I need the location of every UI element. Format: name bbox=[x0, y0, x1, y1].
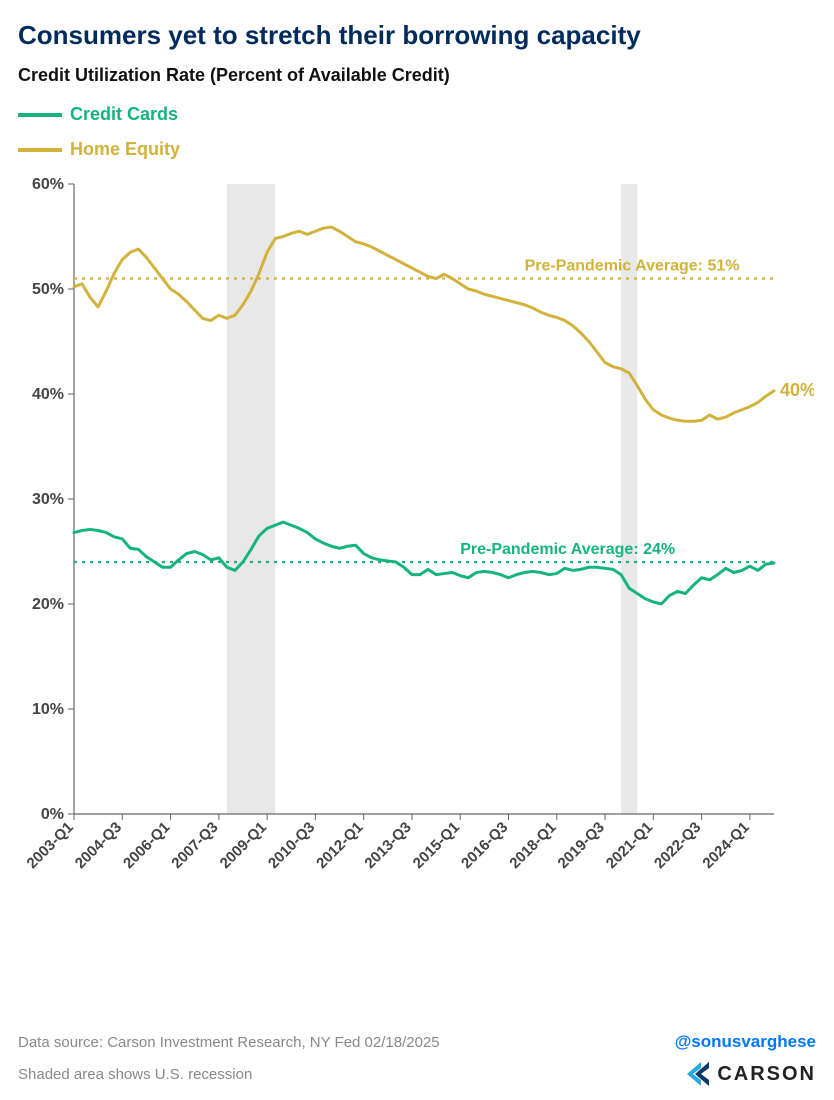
legend-label-home-equity: Home Equity bbox=[70, 139, 180, 160]
y-tick-label: 60% bbox=[32, 176, 64, 193]
x-tick-label: 2015-Q1 bbox=[410, 819, 463, 872]
page-root: Consumers yet to stretch their borrowing… bbox=[0, 0, 834, 1100]
brand-text: CARSON bbox=[717, 1063, 816, 1086]
y-tick-label: 30% bbox=[32, 491, 64, 508]
y-tick-label: 50% bbox=[32, 281, 64, 298]
x-tick-label: 2007-Q3 bbox=[168, 819, 221, 872]
x-tick-label: 2013-Q3 bbox=[361, 819, 414, 872]
series-home-equity bbox=[74, 227, 774, 421]
footer-note: Shaded area shows U.S. recession bbox=[18, 1066, 252, 1083]
x-tick-label: 2003-Q1 bbox=[24, 819, 77, 872]
x-tick-label: 2022-Q3 bbox=[651, 819, 704, 872]
y-tick-label: 20% bbox=[32, 596, 64, 613]
footer-row-1: Data source: Carson Investment Research,… bbox=[18, 1032, 816, 1052]
footer-handle: @sonusvarghese bbox=[675, 1032, 816, 1052]
legend-swatch-home-equity bbox=[18, 148, 62, 152]
legend-item-credit-cards: Credit Cards bbox=[18, 104, 816, 125]
legend-item-home-equity: Home Equity bbox=[18, 139, 816, 160]
y-tick-label: 10% bbox=[32, 701, 64, 718]
x-tick-label: 2019-Q3 bbox=[555, 819, 608, 872]
chart-svg: 0% 10% 20% 30% 40% 50% 60% 2003-Q12004-Q32006-Q… bbox=[18, 174, 814, 944]
x-tick-label: 2018-Q1 bbox=[506, 819, 559, 872]
x-tick-label: 2021-Q1 bbox=[603, 819, 656, 872]
brand: CARSON bbox=[687, 1062, 816, 1086]
footer-row-2: Shaded area shows U.S. recession CARSON bbox=[18, 1062, 816, 1086]
chart-area: 0% 10% 20% 30% 40% 50% 60% 2003-Q12004-Q32006-Q… bbox=[18, 174, 814, 944]
avg-label: Pre-Pandemic Average: 51% bbox=[525, 258, 740, 275]
series-end-label: 40% bbox=[780, 380, 814, 400]
x-tick-label: 2016-Q3 bbox=[458, 819, 511, 872]
x-tick-label: 2010-Q3 bbox=[265, 819, 318, 872]
chart-subtitle: Credit Utilization Rate (Percent of Avai… bbox=[18, 65, 816, 86]
x-tick-label: 2009-Q1 bbox=[217, 819, 270, 872]
brand-icon bbox=[687, 1062, 709, 1086]
legend-label-credit-cards: Credit Cards bbox=[70, 104, 178, 125]
legend-swatch-credit-cards bbox=[18, 113, 62, 117]
legend: Credit Cards Home Equity bbox=[18, 104, 816, 160]
avg-label: Pre-Pandemic Average: 24% bbox=[460, 541, 675, 558]
footer: Data source: Carson Investment Research,… bbox=[18, 1032, 816, 1086]
x-tick-label: 2012-Q1 bbox=[313, 819, 366, 872]
y-tick-label: 0% bbox=[41, 806, 64, 823]
x-tick-label: 2024-Q1 bbox=[699, 819, 752, 872]
footer-source: Data source: Carson Investment Research,… bbox=[18, 1034, 440, 1051]
x-tick-label: 2004-Q3 bbox=[72, 819, 125, 872]
x-tick-label: 2006-Q1 bbox=[120, 819, 173, 872]
y-tick-label: 40% bbox=[32, 386, 64, 403]
chart-title: Consumers yet to stretch their borrowing… bbox=[18, 20, 816, 51]
